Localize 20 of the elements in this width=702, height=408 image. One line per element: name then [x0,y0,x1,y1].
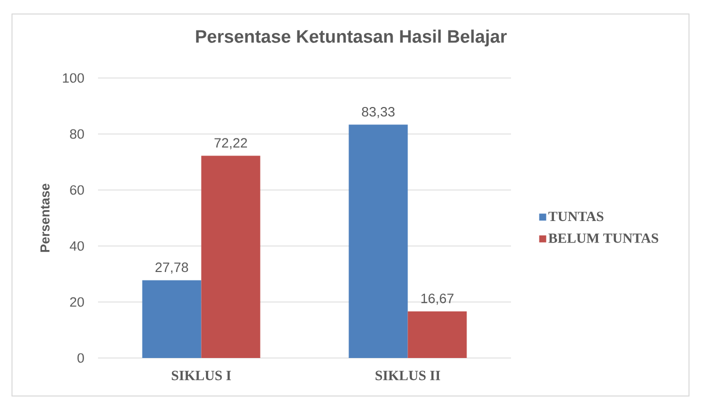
bar [201,156,260,358]
chart-title: Persentase Ketuntasan Hasil Belajar [196,30,507,46]
y-tick-label: 60 [70,185,84,195]
x-tick-label: SIKLUS I [172,370,231,380]
data-label: 83,33 [362,106,395,118]
y-tick-label: 100 [62,73,84,83]
data-label: 27,78 [156,262,188,274]
data-label: 16,67 [421,294,454,305]
y-tick-label: 80 [70,129,84,139]
y-axis-title: Persentase [40,184,50,252]
bar [142,280,202,358]
legend-label: BELUM TUNTAS [548,234,658,243]
data-label: 72,22 [214,138,247,150]
bar [408,311,467,358]
y-tick-label: 40 [70,241,84,251]
y-tick-label: 20 [70,297,84,307]
y-tick-label: 0 [77,353,84,363]
x-tick-label: SIKLUS II [376,370,440,380]
bar [348,124,408,358]
legend-label: TUNTAS [548,212,604,222]
